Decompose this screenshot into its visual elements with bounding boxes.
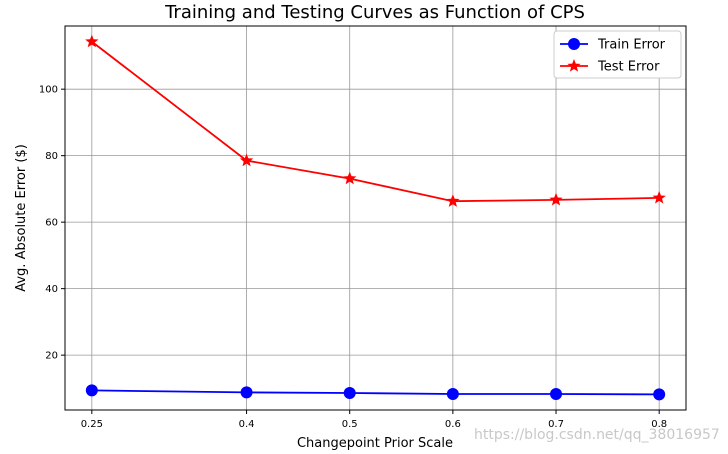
legend-test-error-marker — [567, 59, 581, 72]
test-error-point — [343, 171, 357, 185]
chart-title: Training and Testing Curves as Function … — [164, 2, 585, 23]
y-tick-label: 20 — [45, 351, 58, 362]
y-tick-label: 80 — [45, 151, 58, 162]
x-tick-label: 0.8 — [651, 419, 667, 430]
grid-lines — [65, 26, 686, 410]
x-tick-label: 0.7 — [548, 419, 564, 430]
x-tick-label: 0.25 — [81, 419, 103, 430]
train-error-point — [240, 386, 253, 399]
y-tick-label: 100 — [39, 85, 58, 96]
train-error-point — [446, 388, 459, 401]
test-error-point — [239, 153, 254, 167]
legend-train-error-label: Train Error — [597, 38, 666, 53]
legend: Train Error Test Error — [553, 30, 682, 79]
series-layer — [85, 34, 666, 401]
test-error-line — [91, 40, 660, 203]
legend-test-error-label: Test Error — [597, 60, 660, 75]
train-error-line — [91, 389, 660, 396]
y-axis-ticks: 20 40 60 80 100 — [39, 85, 65, 362]
test-error-point — [652, 190, 666, 204]
y-tick-label: 60 — [45, 218, 58, 229]
train-error-point — [550, 388, 563, 401]
x-tick-label: 0.5 — [342, 419, 358, 430]
watermark: https://blog.csdn.net/qq_38016957 — [474, 427, 720, 443]
y-tick-label: 40 — [45, 284, 58, 295]
test-error-point — [446, 194, 460, 207]
x-tick-label: 0.6 — [445, 419, 461, 430]
train-error-point — [653, 388, 666, 401]
x-axis-ticks: 0.25 0.4 0.5 0.6 0.7 0.8 — [81, 410, 667, 430]
test-error-point — [85, 34, 99, 48]
x-axis-label: Changepoint Prior Scale — [297, 436, 453, 451]
test-error-point — [549, 192, 563, 206]
train-error-point — [343, 387, 356, 400]
train-error-point — [85, 384, 98, 397]
plot-frame — [64, 25, 687, 411]
legend-train-error-marker — [568, 38, 580, 50]
x-tick-label: 0.4 — [239, 419, 255, 430]
y-axis-label: Avg. Absolute Error ($) — [14, 144, 29, 292]
